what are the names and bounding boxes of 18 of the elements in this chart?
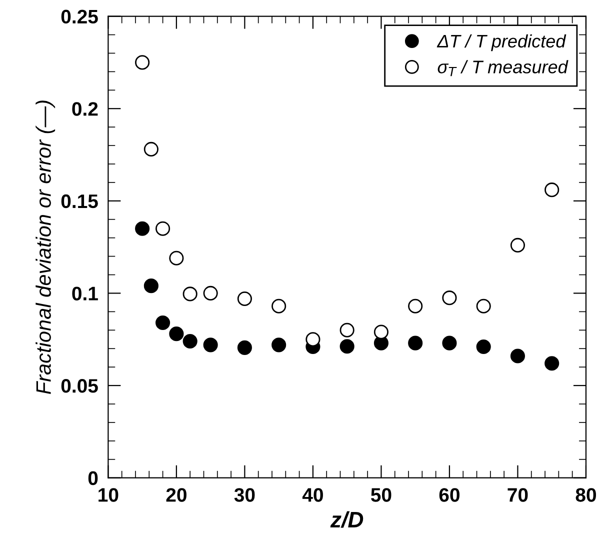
y-tick-label: 0.2 <box>72 102 98 116</box>
x-tick-label: 40 <box>302 488 323 502</box>
y-tick-label: 0.1 <box>72 286 98 300</box>
y-axis-title: Fractional deviation or error (—) <box>36 100 56 394</box>
x-tick-label: 70 <box>508 488 528 502</box>
x-tick-label: 80 <box>576 488 596 502</box>
x-axis-title: z/D <box>330 511 364 528</box>
legend-label: σ$_{T}$ / T measured <box>438 60 568 76</box>
y-tick-label: 0.25 <box>61 10 98 24</box>
y-tick-label: 0 <box>88 471 98 486</box>
y-tick-label: 0.05 <box>61 379 98 393</box>
x-tick-label: 60 <box>439 488 460 502</box>
legend-label: ΔT / T predicted <box>436 34 566 52</box>
x-tick-label: 20 <box>166 488 186 502</box>
x-tick-label: 10 <box>98 488 118 502</box>
x-tick-label: 30 <box>234 488 255 502</box>
y-tick-label: 0.15 <box>61 194 98 208</box>
x-tick-label: 50 <box>370 488 392 502</box>
